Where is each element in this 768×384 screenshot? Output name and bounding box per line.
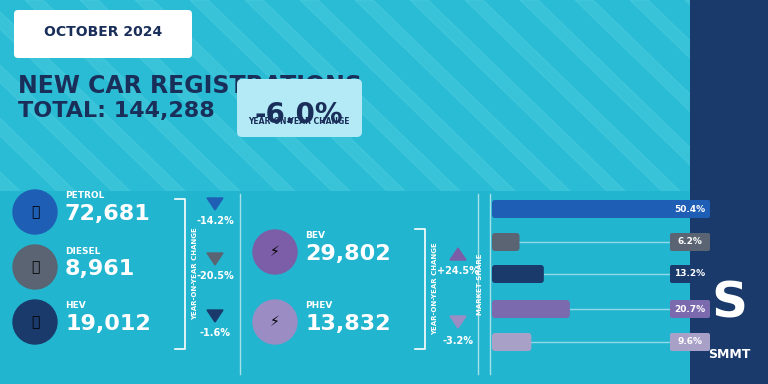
Text: 🔌: 🔌 (31, 315, 39, 329)
Circle shape (13, 190, 57, 234)
Text: HEV: HEV (65, 301, 86, 311)
Text: -1.6%: -1.6% (200, 328, 230, 338)
Polygon shape (0, 0, 78, 194)
Text: 6.2%: 6.2% (677, 237, 703, 247)
Text: 🔌: 🔌 (31, 205, 39, 219)
FancyBboxPatch shape (492, 333, 531, 351)
Text: 20.7%: 20.7% (674, 305, 706, 313)
Polygon shape (207, 253, 223, 265)
FancyBboxPatch shape (670, 265, 710, 283)
Text: NEW CAR REGISTRATIONS: NEW CAR REGISTRATIONS (18, 74, 362, 98)
Text: -14.2%: -14.2% (196, 216, 234, 226)
Polygon shape (740, 0, 768, 194)
FancyBboxPatch shape (492, 265, 544, 283)
Text: 8,961: 8,961 (65, 259, 135, 279)
Polygon shape (245, 0, 463, 194)
Text: BEV: BEV (305, 232, 325, 240)
Text: ⚡: ⚡ (270, 245, 280, 259)
FancyBboxPatch shape (670, 300, 710, 318)
Polygon shape (0, 0, 133, 194)
Polygon shape (207, 310, 223, 322)
Polygon shape (0, 0, 23, 194)
FancyBboxPatch shape (14, 10, 192, 58)
Polygon shape (410, 0, 628, 194)
Text: 19,012: 19,012 (65, 314, 151, 334)
Text: 72,681: 72,681 (65, 204, 151, 224)
Polygon shape (685, 0, 768, 194)
Text: OCTOBER 2024: OCTOBER 2024 (44, 25, 162, 39)
Text: TOTAL: 144,288: TOTAL: 144,288 (18, 101, 215, 121)
Text: SMMT: SMMT (708, 348, 750, 361)
Circle shape (13, 300, 57, 344)
Text: S: S (711, 280, 747, 328)
Text: -20.5%: -20.5% (196, 271, 234, 281)
Text: 13,832: 13,832 (305, 314, 390, 334)
Text: 13.2%: 13.2% (674, 270, 706, 278)
Polygon shape (190, 0, 408, 194)
Text: 🔌: 🔌 (31, 260, 39, 274)
FancyBboxPatch shape (0, 191, 768, 384)
Circle shape (253, 230, 297, 274)
Text: 50.4%: 50.4% (674, 205, 706, 214)
Text: -6.0%: -6.0% (255, 101, 343, 129)
FancyBboxPatch shape (237, 79, 362, 137)
Polygon shape (80, 0, 298, 194)
FancyBboxPatch shape (670, 200, 710, 218)
Polygon shape (207, 198, 223, 210)
Polygon shape (465, 0, 683, 194)
Text: ⚡: ⚡ (270, 315, 280, 329)
Text: MARKET SHARE: MARKET SHARE (477, 253, 483, 315)
Polygon shape (300, 0, 518, 194)
Polygon shape (450, 248, 466, 260)
Text: YEAR-ON-YEAR CHANGE: YEAR-ON-YEAR CHANGE (192, 228, 198, 320)
Text: YEAR-ON-YEAR CHANGE: YEAR-ON-YEAR CHANGE (432, 243, 438, 335)
FancyBboxPatch shape (492, 233, 519, 251)
FancyBboxPatch shape (690, 0, 768, 384)
Circle shape (253, 300, 297, 344)
Polygon shape (135, 0, 353, 194)
FancyBboxPatch shape (492, 300, 570, 318)
FancyBboxPatch shape (492, 200, 673, 218)
Polygon shape (0, 0, 188, 194)
Polygon shape (25, 0, 243, 194)
FancyBboxPatch shape (670, 333, 710, 351)
Circle shape (13, 245, 57, 289)
Text: YEAR-ON-YEAR CHANGE: YEAR-ON-YEAR CHANGE (248, 117, 349, 126)
FancyBboxPatch shape (670, 233, 710, 251)
Polygon shape (575, 0, 768, 194)
Text: 29,802: 29,802 (305, 244, 391, 264)
Text: -3.2%: -3.2% (442, 336, 474, 346)
Text: PETROL: PETROL (65, 192, 104, 200)
Text: PHEV: PHEV (305, 301, 333, 311)
Polygon shape (520, 0, 738, 194)
Polygon shape (355, 0, 573, 194)
Polygon shape (450, 316, 466, 328)
Text: DIESEL: DIESEL (65, 247, 101, 255)
Text: 9.6%: 9.6% (677, 338, 703, 346)
Polygon shape (630, 0, 768, 194)
Text: +24.5%: +24.5% (437, 266, 479, 276)
